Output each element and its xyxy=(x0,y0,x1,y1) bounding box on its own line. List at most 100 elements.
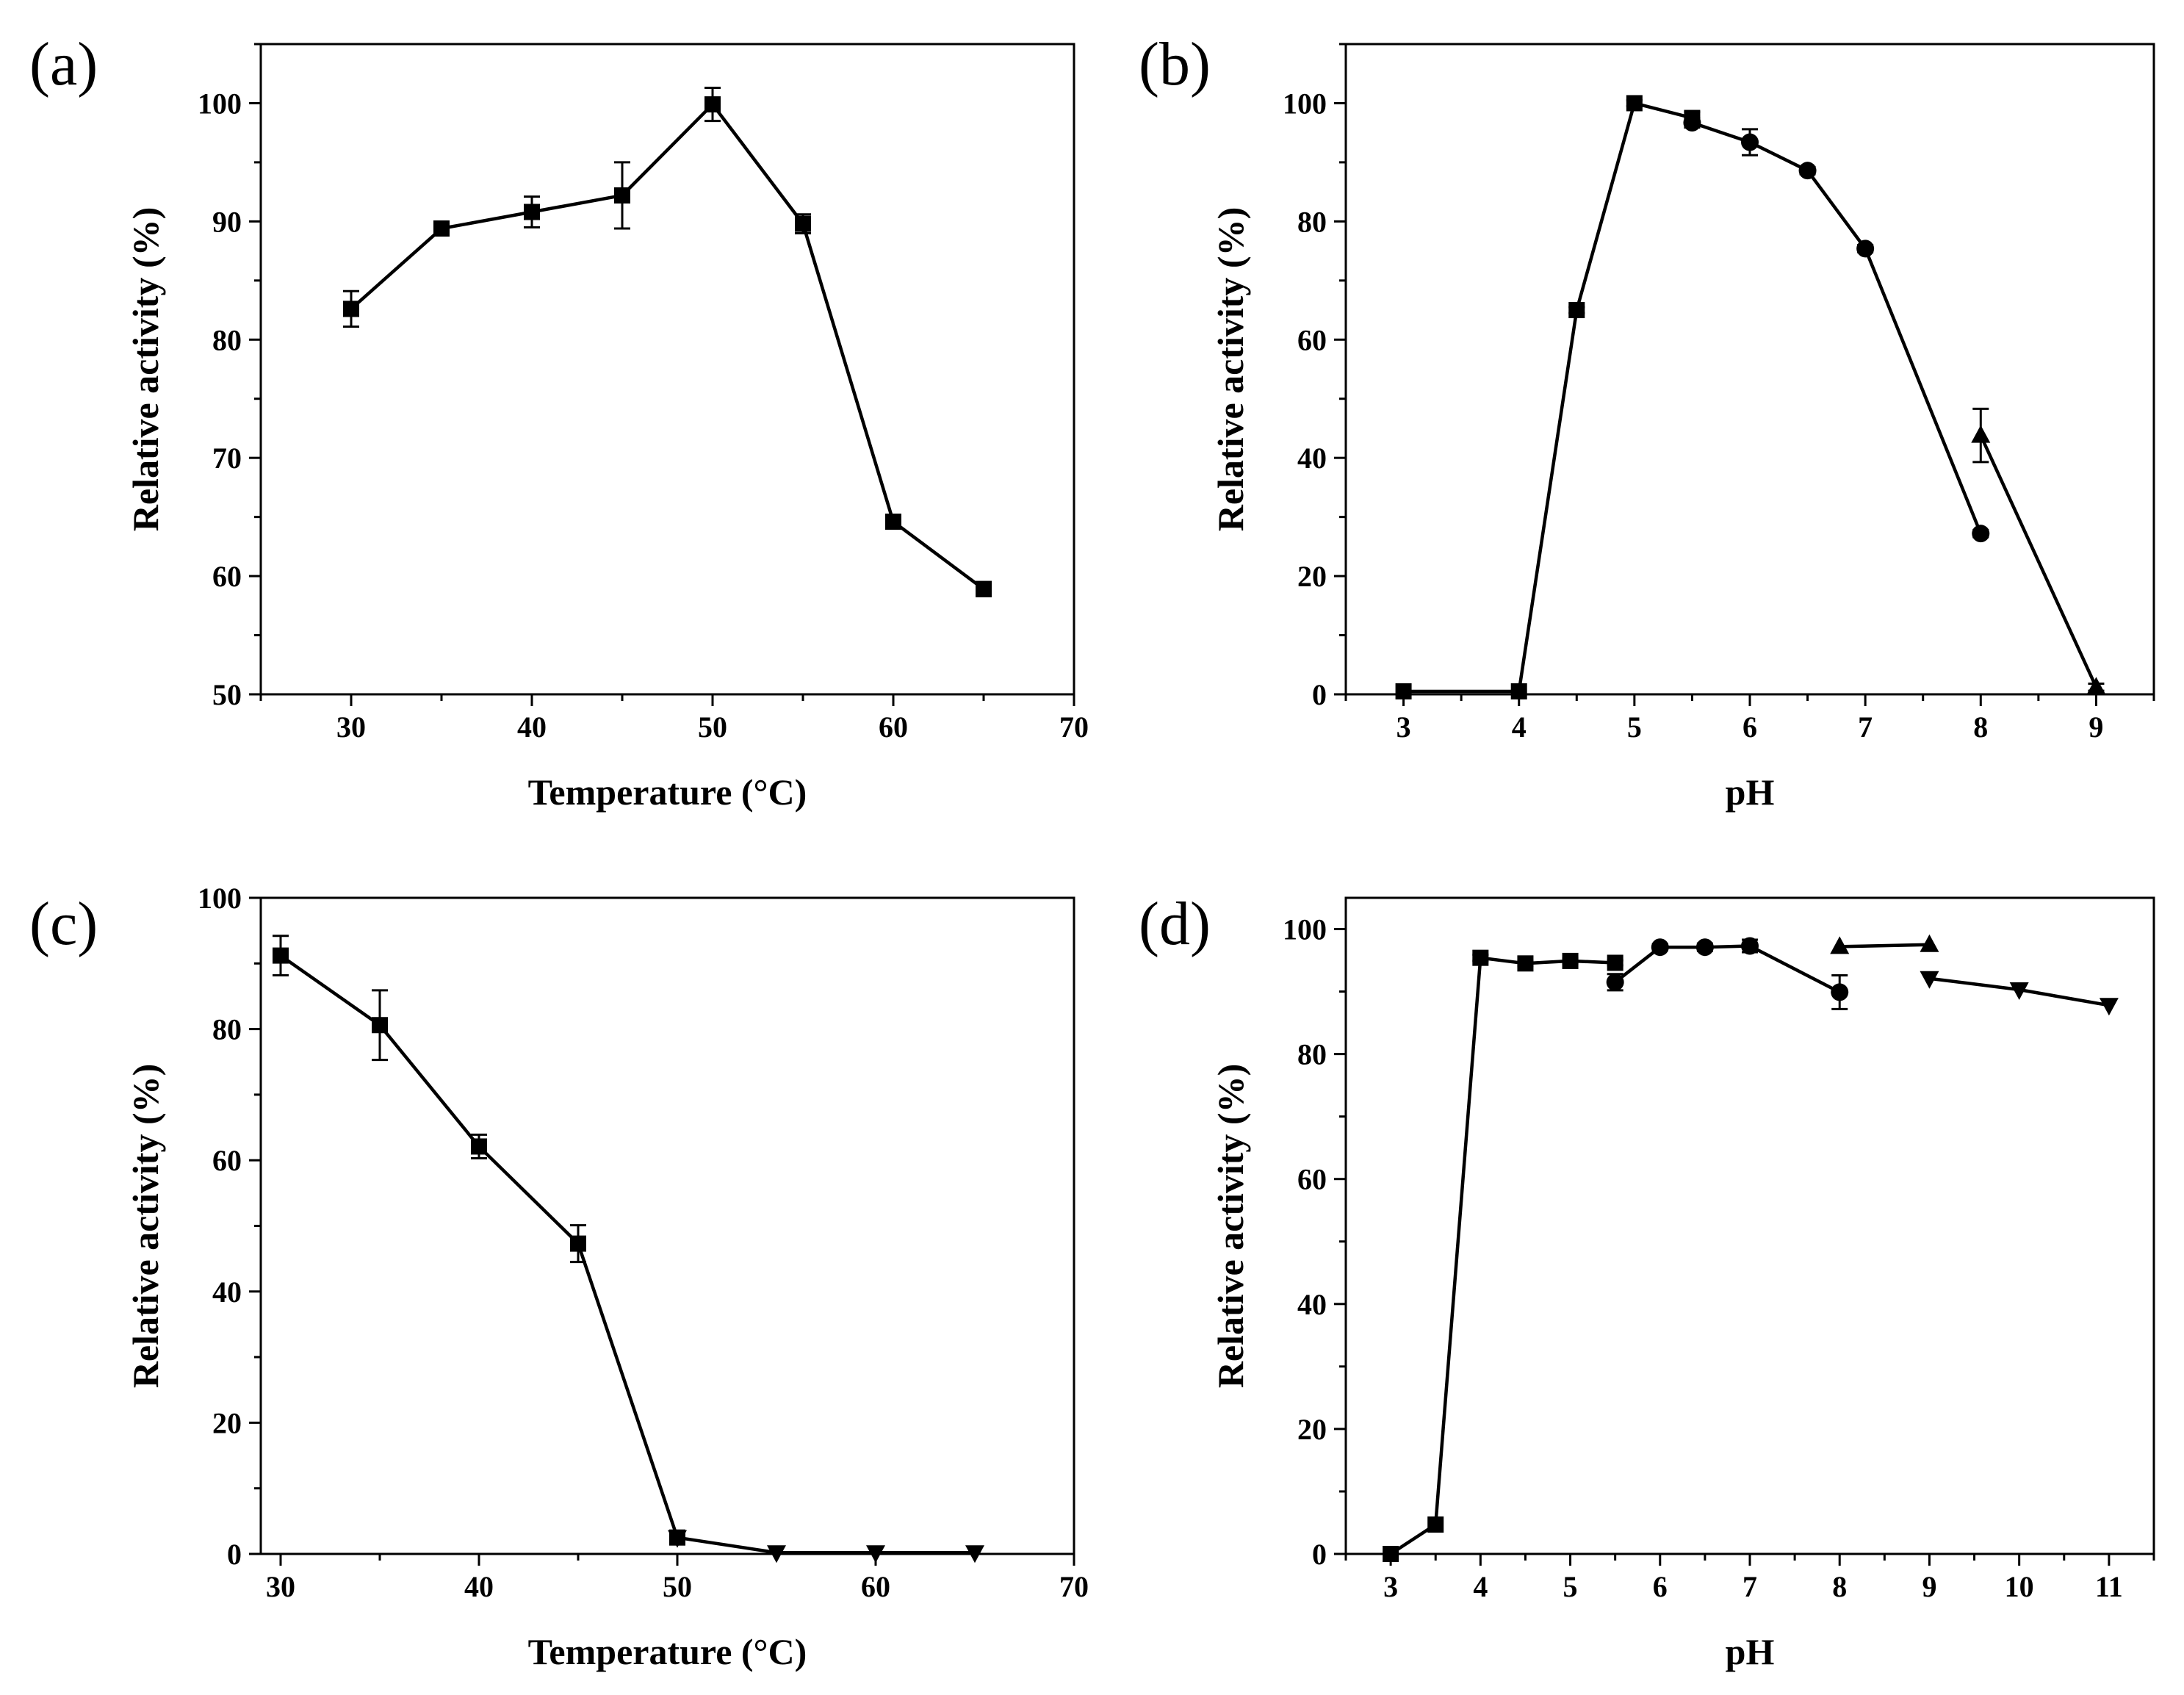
data-point xyxy=(2009,982,2029,1001)
data-point xyxy=(885,514,901,530)
panel-a: (a) 30 40 50 60 70 50 60 70 80 90 100 Temperature (°… xyxy=(29,30,1089,813)
series-line xyxy=(1614,944,1841,994)
data-point xyxy=(1856,240,1875,258)
data-point xyxy=(1920,934,1939,952)
y-axis-title: Relative activity (%) xyxy=(1210,1064,1251,1389)
data-point xyxy=(433,220,450,237)
data-point xyxy=(1971,425,1991,443)
data-point xyxy=(570,1235,586,1252)
data-point xyxy=(965,1545,984,1563)
data-point xyxy=(524,204,540,220)
data-point xyxy=(1427,1516,1444,1533)
series-line xyxy=(279,954,680,1539)
data-point xyxy=(1831,983,1849,1001)
y-tick-label: 60 xyxy=(1297,323,1327,356)
x-tick-label: 60 xyxy=(861,1570,890,1603)
x-tick-label: 40 xyxy=(517,710,547,744)
x-tick-label: 5 xyxy=(1563,1570,1578,1603)
panel-b-series-3 xyxy=(1971,407,2106,695)
y-tick-label: 90 xyxy=(212,205,242,238)
panel-c-series-1 xyxy=(273,935,685,1546)
data-point xyxy=(2086,677,2106,695)
y-axis-title: Relative activity (%) xyxy=(125,1064,166,1389)
panel-d: (d) 3 4 5 6 7 8 9 10 11 0 20 40 60 80 100 pH Relative act… xyxy=(1139,890,2155,1672)
data-point xyxy=(1395,683,1412,699)
y-tick-label: 70 xyxy=(212,442,242,475)
x-tick-label: 3 xyxy=(1396,710,1411,744)
x-tick-label: 60 xyxy=(879,710,908,744)
plot-frame xyxy=(259,896,1075,1555)
x-tick-label: 30 xyxy=(336,710,366,744)
data-point xyxy=(614,187,630,204)
plot-frame xyxy=(259,43,1075,696)
data-point xyxy=(1607,954,1623,971)
x-tick-label: 30 xyxy=(266,1570,295,1603)
y-tick-label: 40 xyxy=(212,1275,242,1309)
data-point xyxy=(2099,998,2119,1016)
data-point xyxy=(273,947,289,964)
data-point xyxy=(1626,95,1643,112)
x-tick-label: 9 xyxy=(2089,710,2103,744)
x-tick-label: 40 xyxy=(464,1570,494,1603)
y-tick-label: 40 xyxy=(1297,442,1327,475)
panel-b-series-1 xyxy=(1395,95,1701,699)
panel-b-label: (b) xyxy=(1139,30,1211,98)
data-point xyxy=(1651,938,1669,957)
x-axis-title: pH xyxy=(1726,1631,1775,1672)
data-point xyxy=(1741,133,1759,151)
x-tick-label: 11 xyxy=(2095,1570,2123,1603)
series-line xyxy=(1403,101,1693,694)
y-tick-label: 0 xyxy=(1312,1538,1327,1571)
data-point xyxy=(866,1545,885,1563)
data-point xyxy=(1562,952,1579,969)
y-tick-label: 80 xyxy=(1297,205,1327,238)
data-point xyxy=(1472,949,1489,966)
x-tick-label: 8 xyxy=(1832,1570,1847,1603)
y-tick-label: 80 xyxy=(212,323,242,356)
data-point xyxy=(1510,683,1527,699)
y-tick-label: 0 xyxy=(1312,678,1327,711)
data-point xyxy=(1606,973,1624,991)
x-tick-label: 4 xyxy=(1473,1570,1488,1603)
panel-b: (b) 3 4 5 6 7 8 9 0 20 40 60 80 100 pH Relative activit… xyxy=(1139,30,2155,813)
panel-a-series-1 xyxy=(343,87,992,597)
series-line xyxy=(1839,943,1930,949)
x-axis-title: pH xyxy=(1726,771,1775,813)
data-point xyxy=(1798,162,1817,180)
panel-d-series-3 xyxy=(1830,934,1939,954)
panel-d-series-2 xyxy=(1606,937,1849,1010)
series-line xyxy=(1979,434,2098,688)
data-point xyxy=(795,215,811,232)
data-point xyxy=(1972,525,1990,543)
y-tick-label: 100 xyxy=(1283,913,1327,946)
x-tick-label: 8 xyxy=(1973,710,1988,744)
y-axis-title: Relative activity (%) xyxy=(125,207,166,532)
x-axis-title: Temperature (°C) xyxy=(528,1631,807,1672)
x-tick-label: 6 xyxy=(1742,710,1757,744)
data-point xyxy=(372,1017,388,1034)
data-point xyxy=(1741,937,1759,955)
x-tick-label: 7 xyxy=(1858,710,1873,744)
y-tick-label: 60 xyxy=(1297,1163,1327,1196)
y-tick-label: 60 xyxy=(212,1144,242,1177)
data-point xyxy=(976,580,992,597)
data-point xyxy=(1830,936,1850,954)
data-point xyxy=(668,1530,687,1548)
series-line xyxy=(1389,956,1615,1555)
panel-d-series-4 xyxy=(1920,971,2119,1016)
x-tick-label: 50 xyxy=(663,1570,692,1603)
y-tick-label: 80 xyxy=(1297,1038,1327,1071)
x-tick-label: 5 xyxy=(1627,710,1642,744)
data-point xyxy=(1920,971,1939,989)
series-line xyxy=(350,102,985,591)
x-tick-label: 50 xyxy=(698,710,727,744)
data-point xyxy=(1683,114,1701,132)
y-tick-label: 20 xyxy=(1297,1413,1327,1446)
x-tick-label: 70 xyxy=(1059,1570,1089,1603)
x-tick-label: 3 xyxy=(1383,1570,1398,1603)
data-point xyxy=(1695,938,1714,957)
panel-c: (c) 30 40 50 60 70 0 20 40 60 80 100 Temperature (°C… xyxy=(29,882,1089,1672)
y-tick-label: 100 xyxy=(198,882,242,915)
y-tick-label: 20 xyxy=(1297,560,1327,593)
